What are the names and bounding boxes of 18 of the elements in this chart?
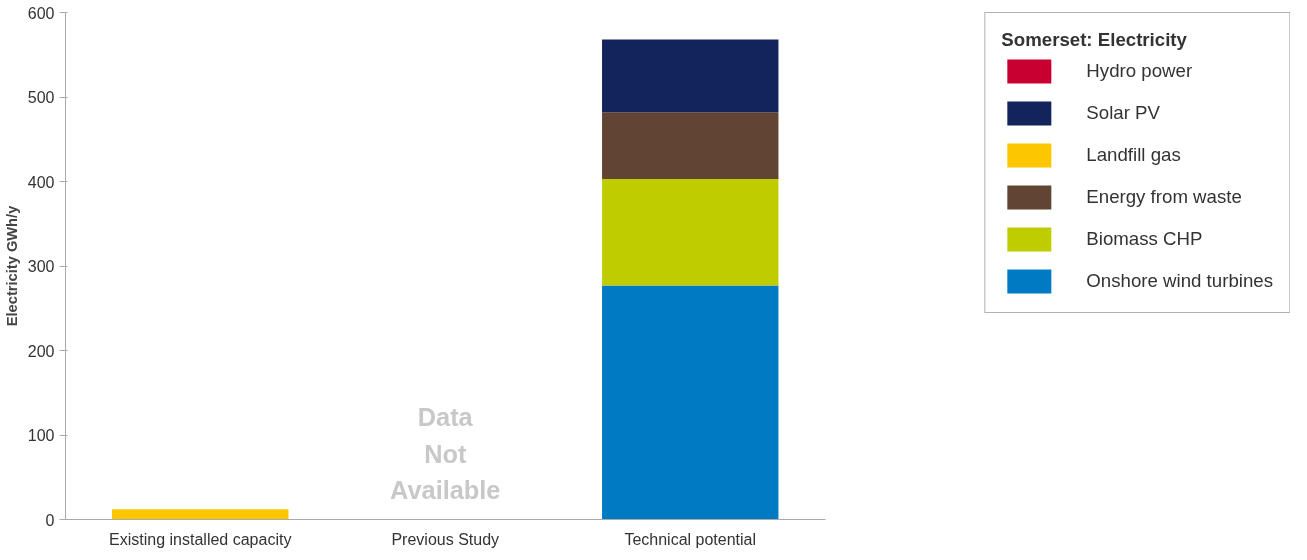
legend-label: Energy from waste — [1086, 186, 1242, 208]
x-tick-label: Technical potential — [624, 530, 757, 548]
legend-title: Somerset: Electricity — [1001, 29, 1188, 51]
x-tick-label: Existing installed capacity — [109, 530, 292, 548]
y-axis-title: Electricity GWh/y — [3, 204, 20, 327]
y-tick-label: 200 — [27, 342, 55, 360]
legend-label: Landfill gas — [1086, 144, 1181, 166]
y-tick-label: 400 — [27, 173, 55, 191]
y-tick-label: 0 — [45, 511, 55, 529]
y-tick-label: 300 — [27, 258, 55, 275]
y-tick-label: 500 — [27, 89, 55, 106]
y-tick-label: 600 — [27, 4, 55, 22]
legend-label: Solar PV — [1086, 102, 1160, 124]
legend-label: Hydro power — [1086, 60, 1193, 82]
legend-label: Onshore wind turbines — [1086, 270, 1273, 292]
x-tick-label: Previous Study — [391, 530, 500, 548]
y-tick-label: 100 — [27, 427, 55, 444]
legend-label: Biomass CHP — [1086, 228, 1203, 250]
